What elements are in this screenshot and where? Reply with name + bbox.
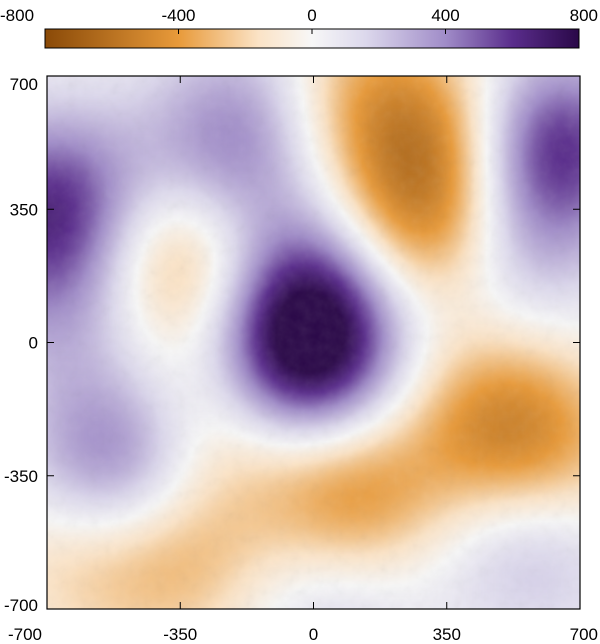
x-tick-label: -350: [163, 625, 197, 644]
colorbar-tick-label: 0: [307, 6, 316, 25]
y-tick-label: 700: [10, 75, 38, 94]
x-tick-label: -700: [8, 625, 42, 644]
colorbar-tick-label: 800: [570, 6, 598, 25]
y-tick-label: 0: [29, 334, 38, 353]
y-tick-label: 350: [10, 200, 38, 219]
x-tick-label: 0: [309, 625, 318, 644]
y-tick-label: -700: [4, 596, 38, 615]
colorbar-tick-label: -400: [161, 6, 195, 25]
colorbar-tick-label: -800: [0, 6, 34, 25]
colorbar: -800 -400 0 400 800: [0, 6, 598, 49]
x-tick-label: 700: [570, 625, 598, 644]
texture-overlay: [47, 76, 580, 609]
heatmap-plot: -700 -350 0 350 700 -700 -350 0 350 700: [4, 75, 598, 644]
colorbar-tick-label: 400: [431, 6, 459, 25]
x-tick-label: 350: [433, 625, 461, 644]
y-tick-label: -350: [4, 467, 38, 486]
